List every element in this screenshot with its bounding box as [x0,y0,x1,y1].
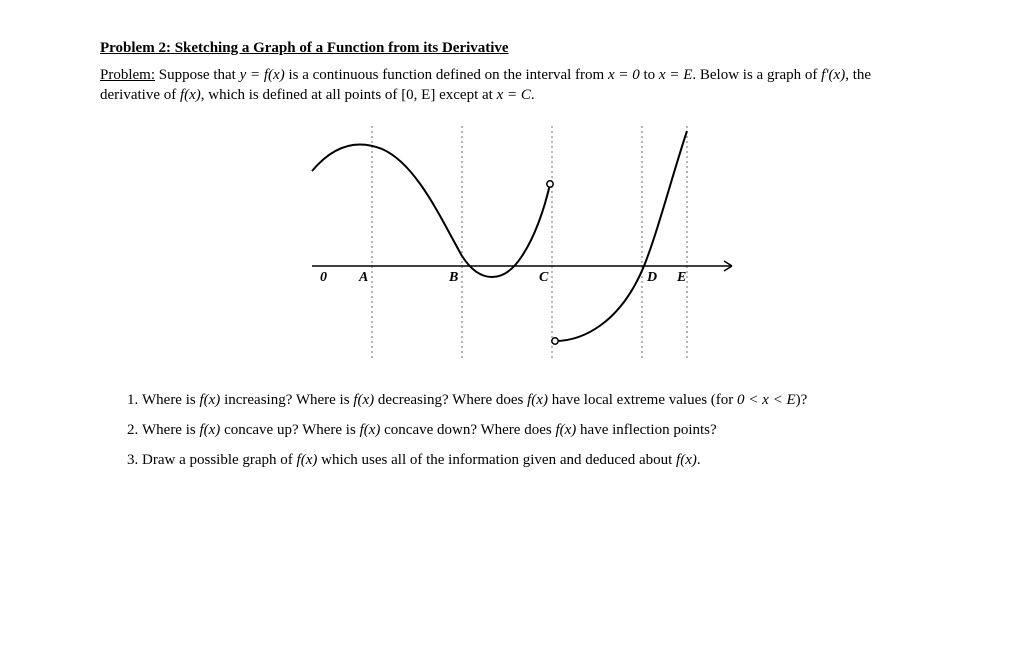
stmt-math: f′(x) [821,67,845,83]
q-text: Draw a possible graph of [142,452,297,468]
stmt-text: except at [435,87,496,103]
derivative-graph: 0 A B C D E [282,116,742,366]
stmt-text: to [640,67,659,83]
question-list: Where is f(x) increasing? Where is f(x) … [100,390,924,471]
q-math: f(x) [199,422,220,438]
axis-label-C: C [539,270,549,285]
axis-label-D: D [646,270,657,285]
q-text: . [697,452,701,468]
axis-label-A: A [358,270,368,285]
stmt-math: y = f(x) [240,67,285,83]
question-3: Draw a possible graph of f(x) which uses… [142,450,924,470]
problem-statement: Problem: Suppose that y = f(x) is a cont… [100,65,924,106]
stmt-math: x = 0 [608,67,640,83]
q-math: f(x) [676,452,697,468]
axis-label-0: 0 [320,270,327,285]
curve-right [555,131,687,341]
open-point-lower [552,337,558,343]
q-math: f(x) [360,422,381,438]
open-point-upper [547,180,553,186]
stmt-math: x = E [659,67,692,83]
stmt-text: is a continuous function defined on the … [285,67,608,83]
axis-label-B: B [448,270,458,285]
q-text: Where is [142,392,199,408]
question-1: Where is f(x) increasing? Where is f(x) … [142,390,924,410]
q-text: which uses all of the information given … [317,452,676,468]
q-text: Where is [142,422,199,438]
q-math: f(x) [555,422,576,438]
q-text: have inflection points? [576,422,716,438]
q-text: concave down? Where does [380,422,555,438]
stmt-text: , which is defined at all points of [201,87,401,103]
problem-heading: Problem 2: Sketching a Graph of a Functi… [100,40,924,57]
q-text: decreasing? Where does [374,392,527,408]
axis-label-E: E [676,270,686,285]
q-math: f(x) [353,392,374,408]
stmt-math: [0, E] [401,87,435,103]
q-math: f(x) [297,452,318,468]
stmt-math: x = C [497,87,531,103]
q-text: )? [796,392,808,408]
q-text: have local extreme values (for [548,392,737,408]
curve-left [312,144,550,277]
q-math: 0 < x < E [737,392,796,408]
stmt-math: f(x) [180,87,201,103]
q-math: f(x) [527,392,548,408]
problem-number: Problem 2: [100,40,171,56]
problem-title-text: Sketching a Graph of a Function from its… [175,40,509,56]
page: Problem 2: Sketching a Graph of a Functi… [0,0,1024,672]
question-2: Where is f(x) concave up? Where is f(x) … [142,420,924,440]
stmt-text: . Below is a graph of [692,67,821,83]
stmt-text: Suppose that [159,67,240,83]
q-text: concave up? Where is [220,422,359,438]
graph-container: 0 A B C D E [100,116,924,366]
stmt-text: . [531,87,535,103]
q-math: f(x) [199,392,220,408]
q-text: increasing? Where is [220,392,353,408]
problem-subheading: Problem: [100,67,155,83]
